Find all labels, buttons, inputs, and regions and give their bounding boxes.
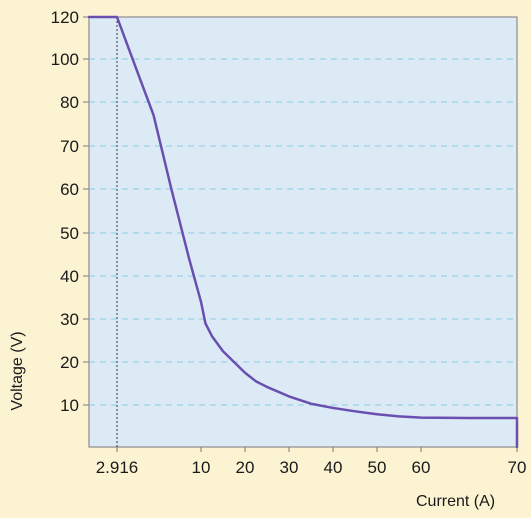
- x-tick-label-50: 50: [368, 458, 387, 477]
- y-tick-label-40: 40: [60, 267, 79, 286]
- y-tick-label-50: 50: [60, 224, 79, 243]
- x-tick-label-30: 30: [280, 458, 299, 477]
- y-tick-label-20: 20: [60, 353, 79, 372]
- y-tick-label-70: 70: [60, 137, 79, 156]
- x-axis-title: Current (A): [416, 493, 495, 510]
- y-axis-title: Voltage (V): [9, 331, 26, 410]
- y-tick-label-10: 10: [60, 396, 79, 415]
- y-tick-label-80: 80: [60, 93, 79, 112]
- y-tick-label-60: 60: [60, 180, 79, 199]
- y-tick-label-30: 30: [60, 310, 79, 329]
- x-tick-label-2-916: 2.916: [96, 458, 139, 477]
- y-tick-label-120: 120: [51, 8, 79, 27]
- tick-layer: 10 20 30 40 50 60 70 80 100 120 2.916 10 20 30 40 50 60 7…: [51, 8, 527, 477]
- x-tick-label-70: 70: [508, 458, 527, 477]
- y-tick-label-100: 100: [51, 50, 79, 69]
- x-tick-label-60: 60: [412, 458, 431, 477]
- x-tick-label-20: 20: [236, 458, 255, 477]
- x-tick-label-40: 40: [324, 458, 343, 477]
- x-tick-label-10: 10: [192, 458, 211, 477]
- plot-area: [88, 16, 518, 448]
- voltage-current-curve: [87, 15, 519, 449]
